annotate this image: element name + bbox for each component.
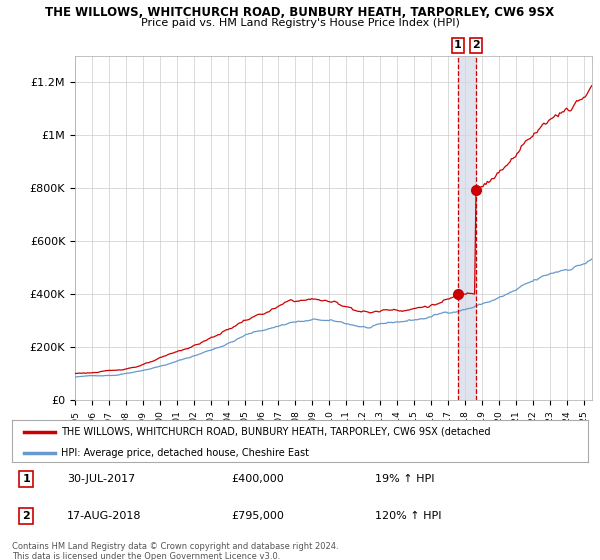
Text: Price paid vs. HM Land Registry's House Price Index (HPI): Price paid vs. HM Land Registry's House … [140,18,460,28]
Text: 19% ↑ HPI: 19% ↑ HPI [375,474,434,484]
Text: Contains HM Land Registry data © Crown copyright and database right 2024.
This d: Contains HM Land Registry data © Crown c… [12,542,338,560]
Text: 30-JUL-2017: 30-JUL-2017 [67,474,135,484]
Text: HPI: Average price, detached house, Cheshire East: HPI: Average price, detached house, Ches… [61,448,309,458]
Text: 1: 1 [23,474,30,484]
Text: THE WILLOWS, WHITCHURCH ROAD, BUNBURY HEATH, TARPORLEY, CW6 9SX: THE WILLOWS, WHITCHURCH ROAD, BUNBURY HE… [46,6,554,18]
Text: 120% ↑ HPI: 120% ↑ HPI [375,511,442,521]
Text: 2: 2 [23,511,30,521]
Text: 2: 2 [472,40,479,50]
Text: THE WILLOWS, WHITCHURCH ROAD, BUNBURY HEATH, TARPORLEY, CW6 9SX (detached: THE WILLOWS, WHITCHURCH ROAD, BUNBURY HE… [61,427,490,437]
Text: £400,000: £400,000 [231,474,284,484]
Text: 17-AUG-2018: 17-AUG-2018 [67,511,141,521]
Text: 1: 1 [454,40,461,50]
Text: £795,000: £795,000 [231,511,284,521]
Bar [458,56,476,400]
